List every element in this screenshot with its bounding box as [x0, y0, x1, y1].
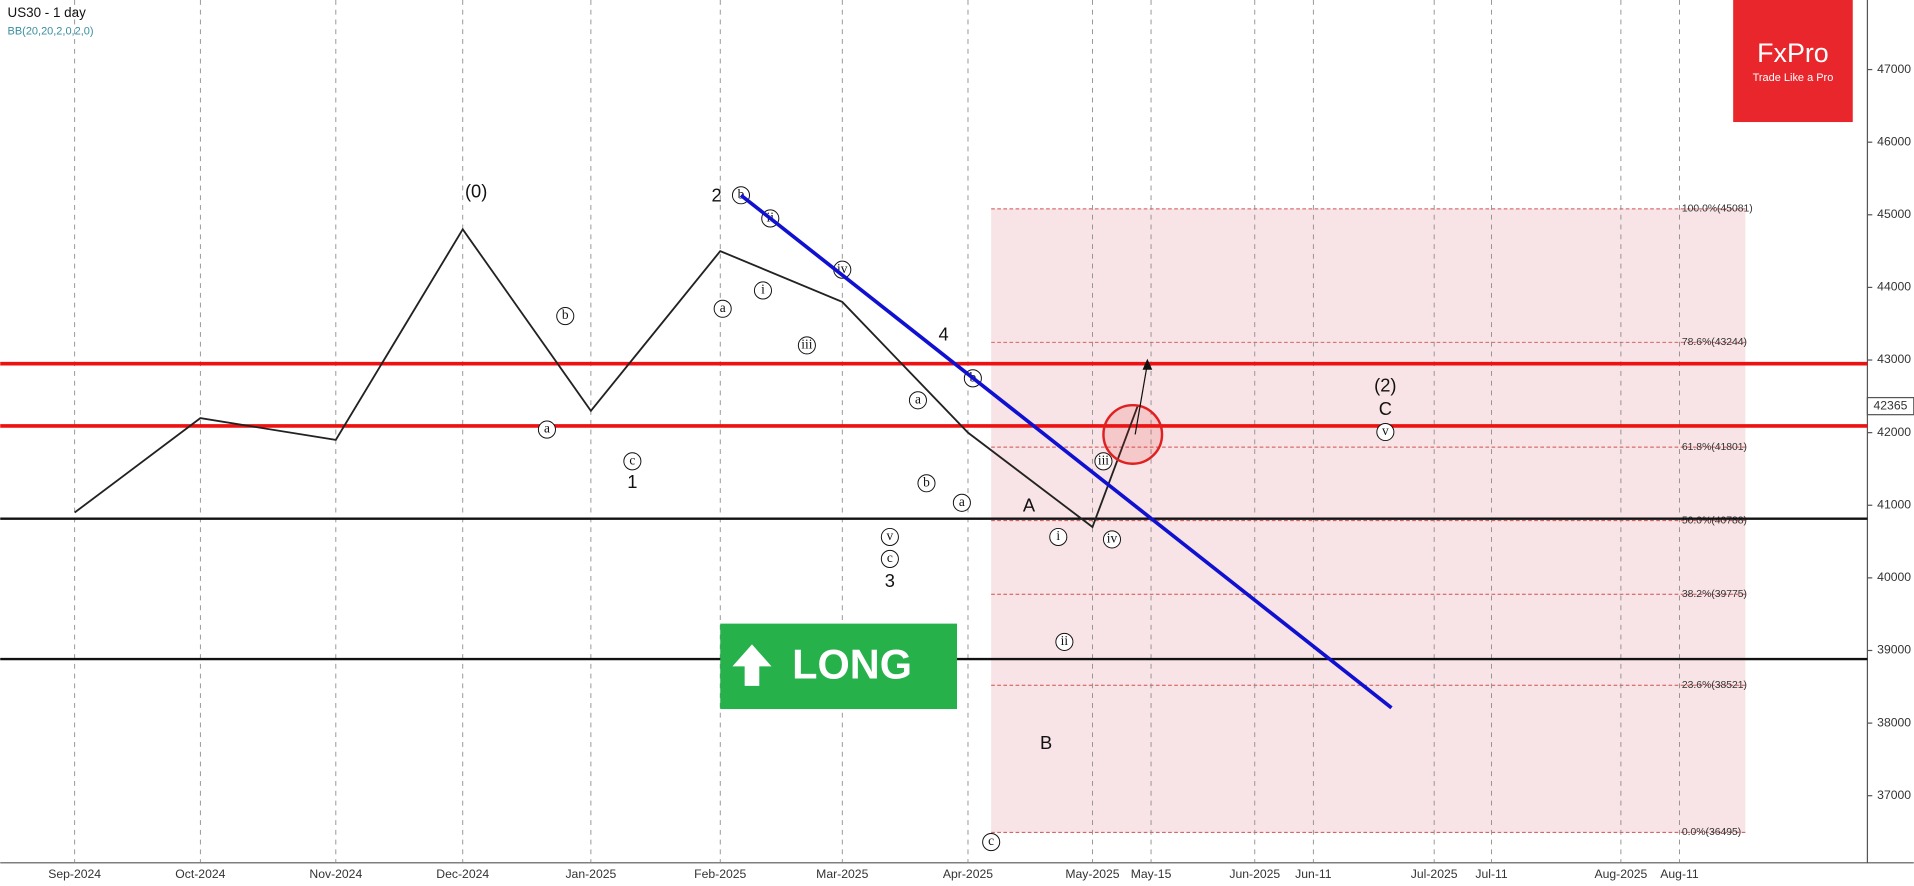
- y-tick-label: 38000: [1877, 715, 1911, 729]
- wave-label: (0): [465, 181, 487, 202]
- x-tick-label: Feb-2025: [694, 867, 746, 881]
- wave-circle: [556, 307, 575, 326]
- x-tick-label: May-15: [1131, 867, 1172, 881]
- fib-label: 100.0%(45081): [1682, 204, 1753, 215]
- wave-circle: [952, 493, 971, 512]
- signal-label: LONG: [792, 641, 912, 688]
- wave-circle: [1094, 452, 1113, 471]
- wave-label: 2: [711, 184, 721, 205]
- y-tick-label: 43000: [1877, 352, 1911, 366]
- wave-label: 3: [885, 570, 895, 591]
- y-tick-label: 37000: [1877, 788, 1911, 802]
- fib-label: 61.8%(41801): [1682, 442, 1747, 453]
- x-tick-label: Oct-2024: [175, 867, 225, 881]
- wave-circled-label: a: [544, 421, 550, 436]
- x-tick-label: Aug-2025: [1594, 867, 1647, 881]
- x-tick-label: Dec-2024: [436, 867, 489, 881]
- wave-circled-label: i: [761, 282, 765, 297]
- x-tick-label: Sep-2024: [48, 867, 101, 881]
- fib-label: 78.6%(43244): [1682, 337, 1747, 348]
- wave-circle: [537, 420, 556, 439]
- wave-circle: [1055, 632, 1074, 651]
- y-tick-label: 41000: [1877, 497, 1911, 511]
- wave-label: (2): [1374, 375, 1396, 396]
- y-tick-label: 42000: [1877, 425, 1911, 439]
- wave-label: B: [1040, 732, 1052, 753]
- y-tick-label: 44000: [1877, 280, 1911, 294]
- wave-circled-label: iii: [801, 336, 812, 351]
- x-tick-label: Jan-2025: [565, 867, 616, 881]
- wave-circled-label: b: [923, 474, 930, 489]
- wave-circled-label: v: [887, 528, 894, 543]
- breakout-circle: [1102, 403, 1164, 465]
- wave-circle: [917, 474, 936, 493]
- wave-circle: [982, 833, 1001, 852]
- wave-label: A: [1023, 494, 1036, 515]
- y-tick-label: 39000: [1877, 643, 1911, 657]
- y-tick-label: 46000: [1877, 134, 1911, 148]
- wave-circled-label: iv: [1107, 530, 1118, 545]
- x-tick-label: Mar-2025: [816, 867, 868, 881]
- fib-label: 50.0%(40788): [1682, 515, 1747, 526]
- y-tick-label: 40000: [1877, 570, 1911, 584]
- x-tick-label: Jun-11: [1295, 867, 1332, 881]
- x-tick-label: Jun-2025: [1229, 867, 1280, 881]
- y-tick-label: 47000: [1877, 62, 1911, 76]
- wave-label: 1: [627, 471, 637, 492]
- price-tag-label: 42365: [1874, 398, 1908, 412]
- chart-title: US30 - 1 day: [8, 5, 87, 20]
- wave-circle: [713, 299, 732, 318]
- wave-circle: [1376, 422, 1395, 442]
- wave-circle: [623, 452, 642, 471]
- x-tick-label: Jul-11: [1475, 867, 1508, 881]
- brand-tagline: Trade Like a Pro: [1753, 72, 1834, 84]
- wave-circled-label: b: [562, 307, 569, 322]
- wave-circle: [797, 336, 816, 355]
- wave-circled-label: v: [1382, 423, 1389, 438]
- fib-label: 0.0%(36495): [1682, 827, 1741, 838]
- fib-label: 23.6%(38521): [1682, 680, 1747, 691]
- x-tick-label: Nov-2024: [309, 867, 362, 881]
- price-line: [74, 227, 1139, 529]
- projection-arrow: [1134, 363, 1148, 435]
- x-tick-label: Jul-2025: [1411, 867, 1458, 881]
- wave-circled-label: a: [959, 494, 965, 509]
- wave-label: C: [1379, 398, 1392, 419]
- trend-line: [739, 193, 1393, 710]
- y-tick-label: 45000: [1877, 207, 1911, 221]
- wave-circle: [880, 527, 899, 547]
- wave-circled-label: c: [887, 550, 893, 565]
- up-arrow-icon: [732, 644, 772, 686]
- wave-label: 4: [938, 323, 948, 344]
- arrow-head: [1142, 358, 1153, 370]
- wave-circle: [753, 281, 772, 300]
- wave-circled-label: iii: [1098, 452, 1109, 467]
- wave-circle: [908, 391, 927, 410]
- wave-circled-label: i: [1056, 528, 1060, 543]
- wave-circled-label: a: [720, 300, 726, 315]
- x-tick-label: Apr-2025: [943, 867, 993, 881]
- wave-circle: [1049, 527, 1068, 547]
- wave-circled-label: b: [738, 186, 745, 201]
- wave-circled-label: c: [988, 833, 994, 848]
- brand-logo: [1733, 0, 1853, 123]
- wave-circled-label: iv: [837, 261, 848, 276]
- indicator-label: BB(20,20,2,0,2,0): [8, 26, 94, 38]
- fib-label: 38.2%(39775): [1682, 589, 1747, 600]
- wave-circle: [1102, 530, 1122, 549]
- wave-circled-label: ii: [1061, 633, 1069, 648]
- x-tick-label: May-2025: [1065, 867, 1119, 881]
- wave-circle: [880, 549, 899, 568]
- wave-circled-label: c: [629, 452, 635, 467]
- wave-circled-label: a: [915, 391, 921, 406]
- x-tick-label: Aug-11: [1660, 867, 1699, 881]
- brand-name: FxPro: [1757, 38, 1829, 68]
